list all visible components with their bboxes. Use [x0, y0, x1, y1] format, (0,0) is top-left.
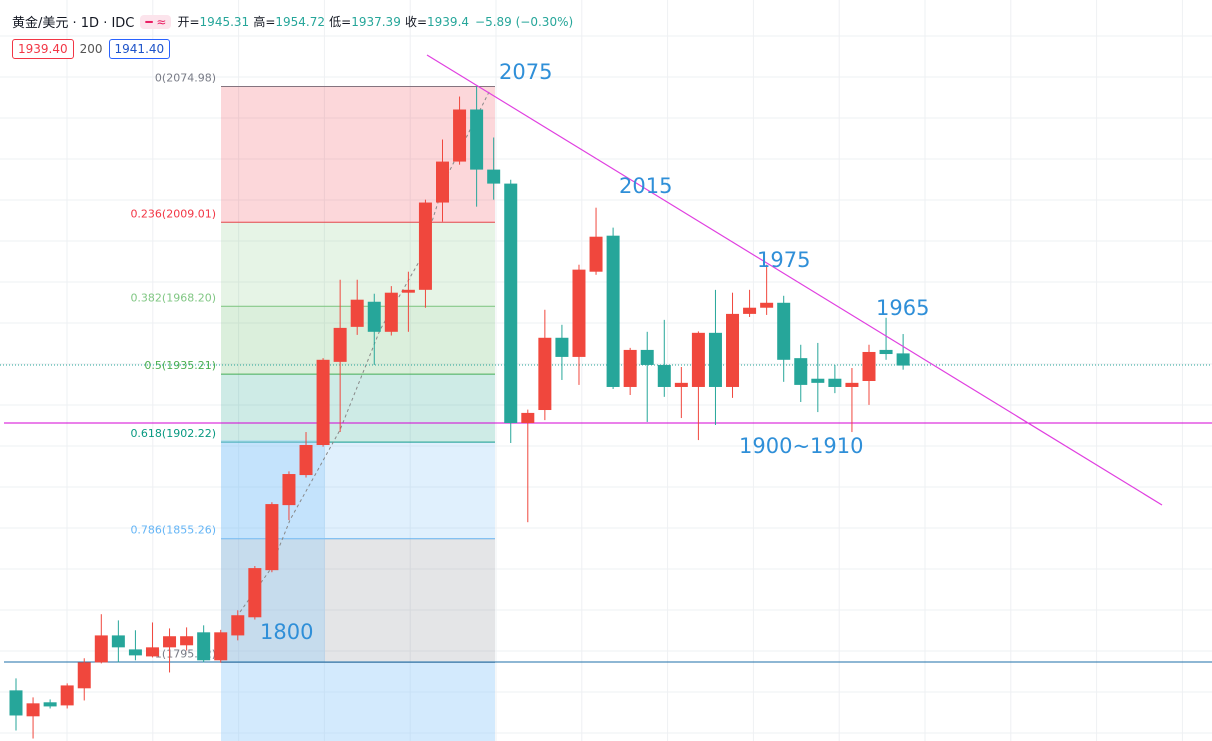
annotation: 2075 [499, 60, 552, 84]
candle-body [418, 202, 432, 290]
candle-body [128, 649, 142, 656]
fib-label: 0.5(1935.21) [144, 359, 216, 372]
legend-header: 黄金/美元 · 1D · IDC ━ ≈ 开=1945.31 高=1954.72… [12, 12, 573, 31]
candle-body [26, 703, 40, 717]
candle-body [436, 161, 449, 203]
candle-body [828, 378, 842, 387]
buy-badge[interactable]: 1941.40 [108, 39, 171, 59]
ohlc-value: 1939.4 [427, 15, 470, 29]
ohlc-label: 收= [404, 15, 428, 29]
candle-body [94, 635, 108, 663]
candle-body [726, 313, 740, 387]
annotation: 2015 [619, 174, 672, 198]
fib-zone [221, 222, 495, 307]
fib-label: 0.236(2009.01) [130, 207, 216, 220]
ohlc-label: 开= [177, 15, 200, 29]
candle-body [384, 292, 398, 332]
annotation: 1900~1910 [739, 434, 863, 458]
candle-body [691, 332, 705, 387]
fib-label: 0.786(1855.26) [130, 524, 216, 537]
candle-body [299, 445, 313, 476]
candle-body [879, 349, 893, 355]
candle-body [640, 349, 654, 365]
candle-body [794, 358, 808, 385]
candle-body [231, 615, 245, 636]
candle-body [555, 337, 569, 357]
ohlc-value: 1954.72 [275, 15, 325, 29]
candle-body [470, 109, 484, 170]
fib-label: 0.382(1968.20) [130, 291, 216, 304]
candle-body [777, 302, 791, 360]
candle-body [77, 662, 91, 689]
candle-body [316, 359, 330, 446]
candle-body [896, 353, 910, 366]
fib-zone [221, 374, 495, 443]
ohlc-value: 1937.39 [351, 15, 401, 29]
candle-body [657, 364, 671, 387]
candle-body [623, 349, 637, 387]
price-badges: 1939.40 200 1941.40 [12, 39, 171, 59]
candle-body [674, 382, 688, 387]
trend-line [426, 54, 1163, 506]
candle-body [606, 235, 620, 387]
candle-body [453, 109, 467, 162]
candle-body [845, 382, 859, 387]
ohlc: 开=1945.31 高=1954.72 低=1937.39 收=1939.4 [177, 13, 469, 30]
sell-badge[interactable]: 1939.40 [12, 39, 74, 59]
toggle-icon[interactable]: ━ ≈ [140, 14, 172, 29]
fib-zone [221, 86, 495, 223]
ohlc-label: 低= [329, 15, 352, 29]
candle-body [9, 690, 23, 716]
candle-body [538, 337, 552, 411]
fib-label: 0.618(1902.22) [130, 427, 216, 440]
fib-label: 0(2074.98) [155, 71, 216, 84]
candle-body [248, 568, 262, 618]
candle-body [589, 236, 603, 272]
candle-body [760, 302, 774, 308]
candle-body [180, 636, 194, 646]
spread: 200 [79, 42, 103, 56]
candle-body [572, 269, 586, 357]
candle-body [350, 299, 364, 327]
candle-body [367, 301, 381, 332]
candles [9, 86, 910, 739]
candle-body [862, 351, 876, 381]
annotation: 1800 [260, 620, 313, 644]
candle-body [111, 635, 125, 648]
candle-body [401, 289, 415, 293]
candle-body [743, 307, 757, 314]
candle-body [43, 702, 57, 707]
candle-body [145, 647, 159, 657]
annotation: 1975 [757, 248, 810, 272]
range-highlight [221, 662, 495, 741]
candle-body [811, 378, 825, 383]
candle-body [487, 169, 501, 184]
change: −5.89 (−0.30%) [475, 14, 574, 29]
annotation: 1965 [876, 296, 929, 320]
candle-body [708, 332, 722, 387]
ohlc-label: 高= [253, 15, 276, 29]
candle-body [214, 632, 228, 661]
candle-body [60, 685, 74, 706]
candle-body [504, 183, 518, 423]
ohlc-value: 1945.31 [199, 15, 250, 29]
candle-body [265, 504, 279, 571]
candle-body [197, 632, 211, 661]
symbol[interactable]: 黄金/美元 · 1D · IDC [12, 16, 135, 31]
candle-body [333, 327, 347, 362]
candle-body [282, 474, 296, 506]
candle-body [521, 412, 535, 423]
candle-body [163, 636, 177, 648]
